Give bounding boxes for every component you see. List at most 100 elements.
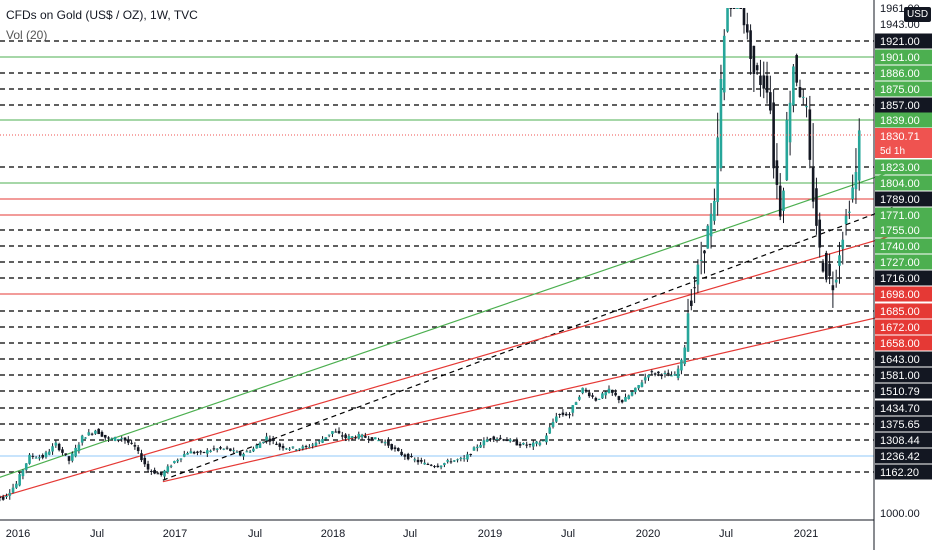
trendlines	[0, 168, 901, 498]
candle-body	[117, 439, 120, 441]
candle-body	[844, 215, 848, 224]
time-label: 2019	[478, 528, 502, 540]
time-label: 2020	[636, 528, 660, 540]
candle-body	[278, 443, 282, 447]
candle-body	[285, 448, 288, 450]
candle-body	[801, 96, 805, 98]
price-label-bg	[875, 81, 932, 97]
candle-body	[772, 102, 775, 169]
candle-body	[591, 395, 594, 397]
candle-body	[653, 373, 657, 375]
candle-body	[436, 465, 440, 468]
chart-title: CFDs on Gold (US$ / OZ), 1W, TVC	[6, 8, 198, 22]
price-label-bg	[875, 112, 932, 128]
candle-body	[44, 452, 48, 458]
candle-body	[851, 187, 854, 200]
currency-badge[interactable]: USD	[904, 7, 932, 22]
candle-body	[568, 414, 571, 416]
candle-body	[716, 137, 719, 203]
candle-body	[347, 436, 351, 440]
price-label: 1755.00	[880, 225, 920, 237]
current-price-marker: 1830.71 5d 1h	[0, 128, 932, 158]
candle-body	[410, 456, 413, 458]
candle-body	[238, 451, 242, 456]
candle-body	[67, 456, 71, 461]
candle-body	[271, 438, 275, 441]
candle-body	[696, 264, 700, 285]
price-label: 1000.00	[880, 508, 920, 520]
time-label: 2018	[321, 528, 345, 540]
candle-body	[18, 474, 21, 486]
trendline	[0, 168, 901, 478]
time-label: Jul	[403, 528, 417, 540]
candle-body	[614, 392, 617, 396]
candle-body	[630, 392, 634, 396]
candle-body	[255, 445, 259, 449]
candle-body	[485, 439, 489, 442]
candle-body	[854, 172, 858, 190]
candle-body	[258, 443, 262, 448]
candle-body	[288, 448, 291, 450]
candle-body	[492, 436, 496, 440]
candle-body	[607, 388, 611, 394]
candle-body	[429, 464, 433, 466]
candle-body	[77, 444, 81, 451]
candle-body	[225, 447, 229, 449]
candle-body	[512, 440, 515, 442]
candle-body	[140, 453, 143, 461]
candle-body	[502, 439, 505, 441]
candle-body	[555, 416, 558, 422]
candles	[0, 8, 861, 502]
price-label-bg	[875, 367, 932, 383]
candle-body	[334, 431, 338, 433]
candle-body	[587, 392, 591, 397]
candle-body	[706, 225, 710, 249]
candle-body	[373, 437, 377, 440]
price-label: 1901.00	[880, 52, 920, 64]
candle-body	[47, 451, 51, 455]
candle-body	[792, 66, 795, 106]
candle-body	[209, 450, 212, 452]
candle-body	[841, 239, 845, 249]
candle-body	[469, 453, 473, 455]
candle-body	[601, 393, 604, 399]
candle-body	[87, 432, 91, 436]
price-label-bg	[875, 270, 932, 286]
candle-body	[663, 372, 667, 375]
price-label-bg	[875, 97, 932, 113]
candle-body	[420, 460, 423, 462]
time-label: 2016	[6, 528, 30, 540]
candle-body	[11, 487, 15, 493]
candle-body	[726, 8, 729, 32]
candle-body	[749, 30, 752, 59]
candle-body	[354, 437, 357, 439]
candle-body	[301, 446, 305, 449]
candle-body	[627, 395, 631, 399]
candle-body	[199, 451, 203, 453]
time-label: Jul	[90, 528, 104, 540]
candle-body	[153, 469, 156, 474]
candle-body	[620, 400, 624, 403]
candle-body	[739, 8, 743, 9]
candle-body	[719, 79, 723, 169]
candle-body	[206, 450, 209, 454]
candle-body	[222, 448, 226, 450]
price-label: 1716.00	[880, 273, 920, 285]
candle-body	[482, 440, 486, 446]
candle-body	[80, 435, 84, 443]
candle-body	[34, 457, 38, 459]
price-label: 1698.00	[880, 289, 920, 301]
price-label-bg	[875, 351, 932, 367]
candle-body	[123, 437, 127, 441]
candle-body	[275, 443, 278, 445]
candle-body	[403, 454, 407, 457]
candle-body	[693, 287, 696, 289]
price-label-bg	[875, 175, 932, 191]
candle-body	[311, 444, 314, 446]
candle-body	[367, 438, 370, 440]
candle-body	[90, 433, 94, 435]
candle-body	[680, 359, 683, 371]
candle-body	[341, 435, 344, 437]
candle-body	[531, 442, 535, 447]
